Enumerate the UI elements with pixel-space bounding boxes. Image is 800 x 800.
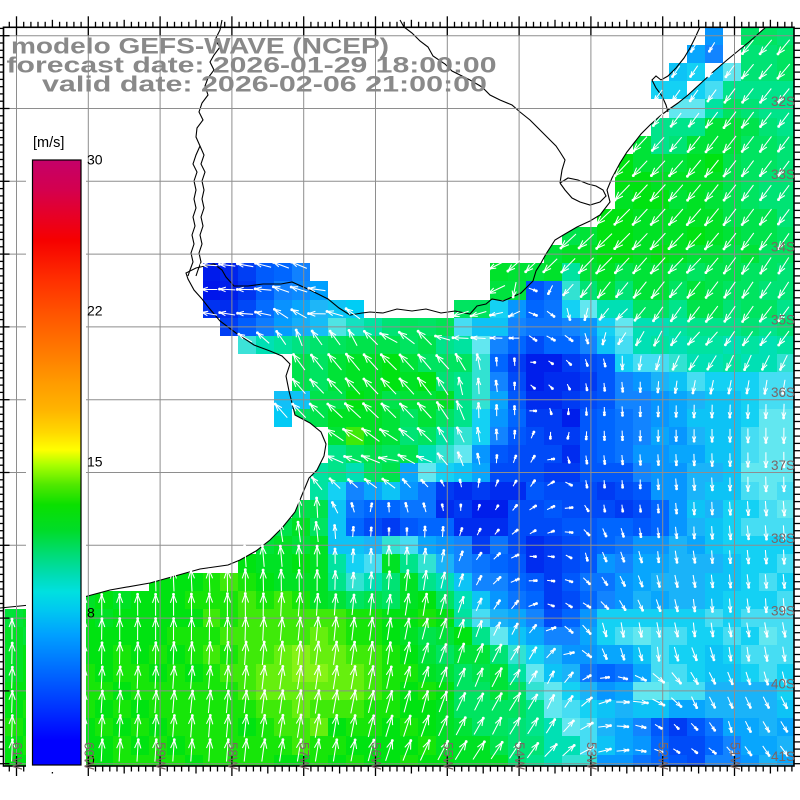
- svg-text:15: 15: [87, 454, 103, 470]
- svg-text:59W: 59W: [153, 742, 168, 770]
- svg-text:38S: 38S: [771, 531, 795, 546]
- svg-text:valid date: 2026-02-06 21:00:0: valid date: 2026-02-06 21:00:00: [42, 72, 487, 97]
- svg-text:36S: 36S: [771, 385, 795, 400]
- svg-text:40S: 40S: [771, 676, 795, 691]
- svg-text:56W: 56W: [369, 742, 384, 770]
- svg-text:32S: 32S: [771, 94, 795, 109]
- svg-text:8: 8: [87, 605, 95, 621]
- svg-text:52W: 52W: [656, 742, 671, 770]
- svg-text:57W: 57W: [297, 742, 312, 770]
- svg-text:54W: 54W: [512, 742, 527, 770]
- svg-text:55W: 55W: [440, 742, 455, 770]
- svg-text:61W: 61W: [10, 742, 25, 770]
- svg-text:30: 30: [87, 152, 103, 168]
- svg-text:41S: 41S: [771, 749, 795, 764]
- svg-text:modelo GEFS-WAVE (NCEP): modelo GEFS-WAVE (NCEP): [11, 34, 389, 59]
- svg-text:0: 0: [87, 752, 95, 768]
- svg-text:39S: 39S: [771, 604, 795, 619]
- svg-text:33S: 33S: [771, 167, 795, 182]
- svg-text:[m/s]: [m/s]: [33, 135, 64, 151]
- svg-text:51W: 51W: [728, 742, 743, 770]
- svg-text:forecast date: 2026-01-29 18:0: forecast date: 2026-01-29 18:00:00: [7, 53, 497, 78]
- svg-text:35S: 35S: [771, 312, 795, 327]
- svg-text:34S: 34S: [771, 240, 795, 255]
- svg-text:37S: 37S: [771, 458, 795, 473]
- svg-text:60W: 60W: [81, 742, 96, 770]
- svg-text:58W: 58W: [225, 742, 240, 770]
- svg-text:53W: 53W: [584, 742, 599, 770]
- svg-text:22: 22: [87, 303, 103, 319]
